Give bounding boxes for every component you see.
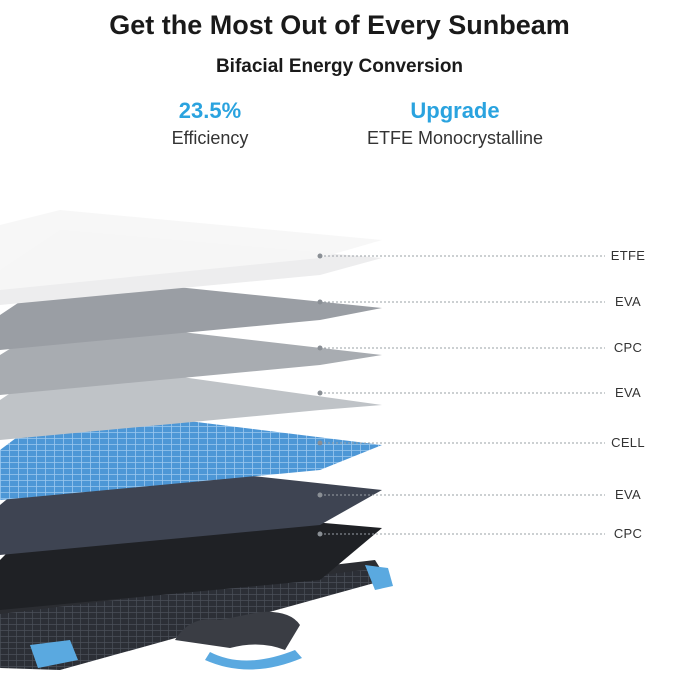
layer-label-eva-3: EVA [615, 487, 641, 502]
layer-label-etfe: ETFE [610, 248, 646, 263]
page-title: Get the Most Out of Every Sunbeam [109, 10, 570, 40]
layer-label-cpc-1: CPC [613, 340, 643, 355]
stat-efficiency: 23.5% Efficiency [130, 98, 290, 150]
stat-upgrade-label: ETFE Monocrystalline [366, 128, 544, 148]
stat-upgrade-value: Upgrade [410, 98, 500, 123]
page-subtitle: Bifacial Energy Conversion [215, 56, 464, 77]
layer-label-cell: CELL [611, 435, 645, 450]
handle-icon [205, 650, 302, 670]
corner-bumper-left-icon [30, 640, 78, 668]
layer-label-cpc-2: CPC [613, 526, 643, 541]
leader-lines [317, 253, 605, 537]
panel-layers-illustration [0, 210, 605, 670]
layer-label-eva-1: EVA [615, 294, 641, 309]
stat-efficiency-label: Efficiency [171, 128, 249, 148]
stat-upgrade: Upgrade ETFE Monocrystalline [345, 98, 565, 150]
corner-bumper-right-icon [365, 565, 393, 590]
stat-efficiency-value: 23.5% [178, 98, 242, 123]
layer-label-eva-2: EVA [615, 385, 641, 400]
